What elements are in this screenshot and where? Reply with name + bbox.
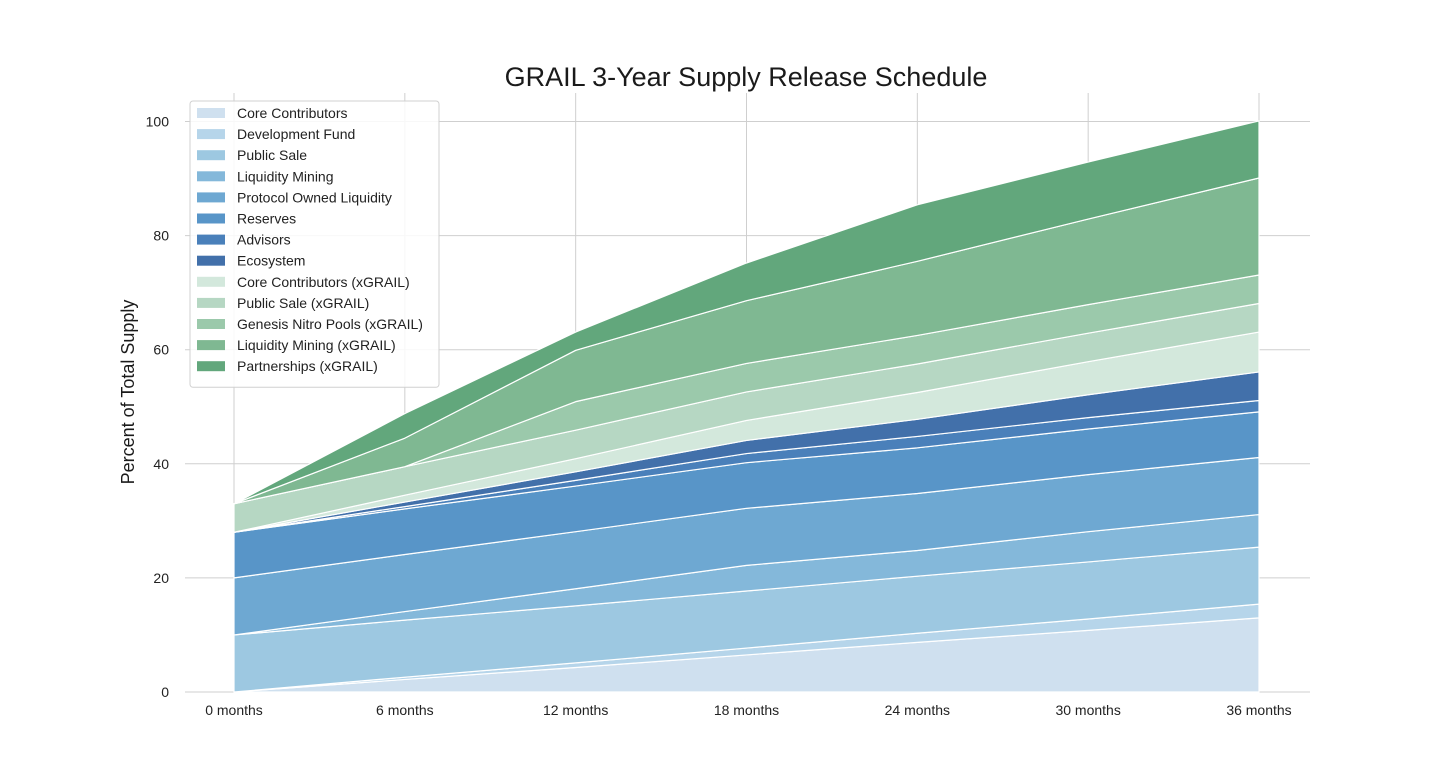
y-tick-label: 80: [153, 228, 169, 244]
legend-swatch: [197, 297, 225, 308]
area-series-12: [233, 120, 1260, 505]
legend-swatch: [197, 319, 225, 329]
legend-label: Public Sale: [237, 147, 307, 163]
x-tick-label: 36 months: [1226, 702, 1291, 718]
legend-swatch: [197, 171, 225, 182]
x-tick-label: 6 months: [376, 702, 434, 718]
legend-swatch: [197, 276, 225, 287]
legend-label: Core Contributors: [237, 105, 348, 121]
y-tick-label: 0: [161, 684, 169, 700]
legend-label: Public Sale (xGRAIL): [237, 295, 369, 311]
legend-label: Development Fund: [237, 126, 355, 142]
y-tick-label: 40: [153, 456, 169, 472]
y-tick-label: 20: [153, 570, 169, 586]
legend-label: Genesis Nitro Pools (xGRAIL): [237, 316, 423, 332]
legend-swatch: [197, 340, 225, 351]
x-tick-label: 0 months: [205, 702, 263, 718]
legend: Core Contributors Development Fund Public …: [189, 100, 440, 388]
legend-swatch: [197, 192, 225, 203]
legend-swatch: [197, 129, 225, 140]
legend-swatch: [197, 108, 225, 118]
legend-label: Liquidity Mining (xGRAIL): [237, 337, 396, 353]
legend-label: Core Contributors (xGRAIL): [237, 274, 410, 290]
legend-label: Advisors: [237, 232, 291, 248]
legend-swatch: [197, 255, 225, 266]
legend-swatch: [197, 213, 225, 224]
y-axis-label: Percent of Total Supply: [118, 300, 138, 485]
legend-swatch: [197, 234, 225, 245]
y-tick-label: 100: [146, 114, 170, 130]
legend-label: Ecosystem: [237, 253, 305, 269]
area-layer: [233, 120, 1260, 693]
x-tick-label: 12 months: [543, 702, 608, 718]
legend-label: Reserves: [237, 211, 296, 227]
legend-label: Liquidity Mining: [237, 168, 334, 184]
x-tick-label: 24 months: [885, 702, 950, 718]
legend-label: Partnerships (xGRAIL): [237, 358, 378, 374]
x-tick-label: 30 months: [1055, 702, 1120, 718]
chart-title: GRAIL 3-Year Supply Release Schedule: [505, 62, 988, 92]
legend-swatch: [197, 361, 225, 372]
axis-layer: 0 20 40 60 80 100 0 months 6 months 12 months 18 …: [146, 114, 1292, 718]
legend-label: Protocol Owned Liquidity: [237, 189, 392, 205]
y-tick-label: 60: [153, 342, 169, 358]
legend-box: [189, 100, 440, 388]
x-tick-label: 18 months: [714, 702, 779, 718]
legend-swatch: [197, 150, 225, 161]
